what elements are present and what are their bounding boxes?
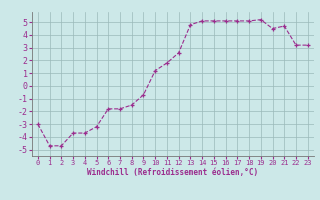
X-axis label: Windchill (Refroidissement éolien,°C): Windchill (Refroidissement éolien,°C) xyxy=(87,168,258,177)
